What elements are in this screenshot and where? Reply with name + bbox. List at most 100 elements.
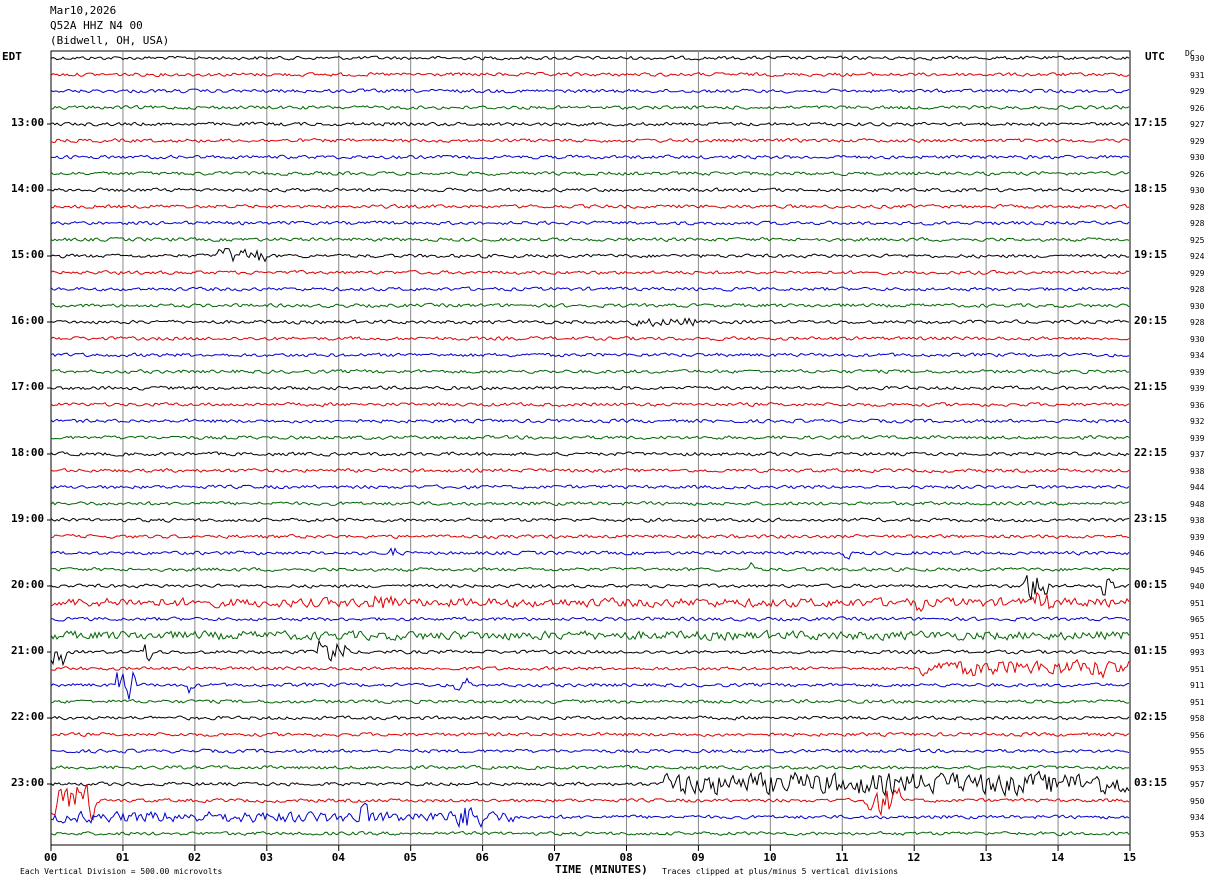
seismic-trace-20 (50, 385, 1130, 391)
station-location: (Bidwell, OH, USA) (50, 34, 170, 47)
dc-header: DC (1185, 49, 1195, 58)
x-tick-label: 06 (475, 851, 489, 864)
x-tick-label: 04 (331, 851, 345, 864)
seismic-trace-40 (50, 715, 1130, 721)
seismic-trace-41 (50, 731, 1130, 738)
seismic-trace-5 (50, 137, 1130, 144)
seismic-trace-15 (50, 302, 1130, 309)
left-hour-label: 14:00 (11, 182, 45, 195)
seismic-trace-2 (50, 88, 1130, 94)
dc-offset-label: 951 (1190, 697, 1205, 707)
seismic-trace-42 (51, 748, 1130, 754)
x-tick-label: 09 (691, 851, 705, 864)
dc-offset-label: 938 (1190, 466, 1205, 476)
dc-offset-label: 948 (1190, 499, 1205, 509)
dc-offset-label: 965 (1190, 615, 1205, 624)
x-tick-label: 07 (547, 851, 561, 864)
x-axis-label: TIME (MINUTES) (555, 863, 648, 876)
seismic-trace-32 (50, 575, 1130, 601)
seismic-trace-18 (50, 352, 1130, 358)
left-hour-label: 17:00 (11, 380, 45, 393)
dc-offset-label: 925 (1190, 235, 1205, 245)
dc-offset-label: 929 (1190, 136, 1205, 146)
dc-offset-label: 939 (1190, 367, 1205, 377)
dc-offset-label: 931 (1190, 70, 1205, 80)
x-tick-label: 08 (619, 851, 633, 864)
left-hour-label: 21:00 (11, 644, 45, 657)
dc-offset-label: 939 (1190, 433, 1205, 443)
seismic-trace-7 (50, 171, 1130, 177)
dc-offset-label: 930 (1190, 153, 1205, 162)
seismic-trace-38 (50, 670, 1130, 700)
seismic-trace-26 (50, 484, 1130, 490)
seismic-trace-46 (50, 802, 1130, 829)
right-hour-label: 02:15 (1134, 710, 1168, 723)
seismic-trace-31 (50, 561, 1130, 573)
left-hour-label: 15:00 (11, 248, 45, 261)
x-tick-label: 10 (763, 851, 777, 864)
seismic-trace-28 (50, 517, 1130, 523)
dc-offset-label: 940 (1190, 582, 1205, 591)
dc-offset-label: 930 (1190, 334, 1205, 344)
seismic-trace-36 (50, 639, 1130, 667)
x-tick-label: 13 (979, 851, 993, 864)
seismic-trace-3 (50, 104, 1130, 110)
dc-offset-label: 945 (1190, 565, 1205, 575)
dc-offset-label: 958 (1190, 714, 1205, 723)
dc-offset-label: 929 (1190, 268, 1205, 278)
dc-offset-label: 956 (1190, 730, 1205, 740)
dc-offset-label: 953 (1190, 763, 1205, 773)
seismic-trace-9 (50, 203, 1130, 210)
dc-offset-label: 937 (1190, 450, 1205, 459)
x-tick-label: 03 (259, 851, 274, 864)
dc-offset-label: 928 (1190, 219, 1205, 228)
seismic-trace-11 (50, 236, 1130, 243)
seismic-trace-47 (50, 830, 1130, 837)
seismic-trace-34 (50, 616, 1130, 622)
dc-offset-label: 946 (1190, 549, 1205, 558)
left-timezone-label: EDT (2, 50, 22, 63)
seismic-trace-19 (50, 368, 1130, 375)
seismic-trace-37 (50, 658, 1130, 679)
seismic-trace-21 (50, 402, 1130, 408)
right-hour-label: 22:15 (1134, 446, 1168, 459)
dc-offset-label: 950 (1190, 796, 1205, 806)
seismic-trace-10 (50, 220, 1130, 226)
right-hour-label: 21:15 (1134, 380, 1168, 393)
dc-offset-label: 957 (1190, 780, 1205, 789)
left-hour-label: 22:00 (11, 710, 45, 723)
right-hour-label: 01:15 (1134, 644, 1168, 657)
dc-offset-label: 926 (1190, 169, 1205, 179)
dc-offset-label: 934 (1190, 813, 1205, 822)
seismic-trace-8 (50, 187, 1130, 193)
x-tick-label: 15 (1123, 851, 1137, 864)
clip-note: Traces clipped at plus/minus 5 vertical … (662, 867, 899, 876)
dc-offset-label: 939 (1190, 532, 1205, 542)
dc-offset-label: 938 (1190, 516, 1205, 525)
x-tick-label: 12 (907, 851, 921, 864)
dc-offset-label: 951 (1190, 598, 1205, 608)
right-hour-label: 20:15 (1134, 314, 1168, 327)
seismic-trace-0 (50, 55, 1130, 61)
chart-date: Mar10,2026 (50, 4, 117, 17)
dc-offset-label: 926 (1190, 103, 1205, 113)
left-hour-label: 16:00 (11, 314, 45, 327)
dc-offset-label: 930 (1190, 301, 1205, 311)
seismic-trace-29 (50, 533, 1130, 539)
right-hour-label: 00:15 (1134, 578, 1168, 591)
seismic-trace-23 (50, 434, 1130, 440)
dc-offset-label: 993 (1190, 648, 1205, 657)
dc-offset-label: 936 (1190, 400, 1205, 410)
right-hour-label: 17:15 (1134, 116, 1168, 129)
left-hour-label: 23:00 (11, 776, 45, 789)
left-hour-label: 19:00 (11, 512, 45, 525)
seismic-trace-6 (50, 154, 1130, 160)
seismic-trace-33 (50, 591, 1130, 613)
dc-offset-label: 929 (1190, 87, 1205, 96)
vertical-division-note: Each Vertical Division = 500.00 microvol… (20, 867, 223, 876)
seismic-trace-27 (50, 500, 1130, 507)
x-tick-label: 11 (835, 851, 849, 864)
left-hour-label: 20:00 (11, 578, 45, 591)
right-timezone-label: UTC (1145, 50, 1165, 63)
dc-offset-label: 934 (1190, 351, 1205, 360)
